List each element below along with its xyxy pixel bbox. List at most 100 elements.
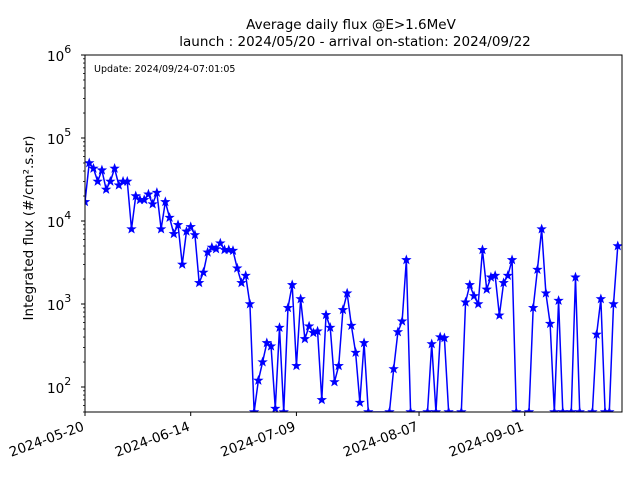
data-point-star	[350, 347, 361, 357]
data-point-star	[227, 245, 239, 256]
data-point-star	[591, 328, 602, 339]
data-point-star	[460, 296, 471, 307]
data-point-star	[240, 270, 251, 281]
data-point-star	[100, 183, 112, 194]
data-point-star	[85, 196, 91, 207]
data-point-star	[181, 225, 192, 236]
data-point-star	[232, 262, 243, 273]
data-point-star	[570, 271, 581, 282]
data-point-star	[202, 246, 213, 257]
data-point-star	[587, 406, 598, 412]
data-point-star	[282, 302, 294, 313]
data-point-star	[527, 302, 539, 313]
data-point-star	[604, 406, 615, 412]
data-point-star	[151, 187, 163, 198]
data-point-star	[295, 293, 306, 304]
data-point-star	[384, 406, 395, 412]
x-tick-label: 2024-09-01	[447, 419, 526, 461]
data-point-star	[210, 243, 222, 254]
data-point-star	[312, 325, 323, 336]
data-point-star	[341, 287, 353, 298]
data-point-star	[536, 223, 547, 234]
data-point-star	[456, 406, 467, 412]
data-point-star	[426, 338, 437, 349]
data-point-star	[405, 406, 416, 412]
data-point-star	[549, 406, 560, 412]
data-point-star	[388, 363, 399, 374]
data-point-star	[248, 406, 260, 412]
data-point-star	[189, 229, 201, 240]
data-point-star	[164, 212, 175, 222]
data-point-star	[430, 406, 442, 412]
data-point-star	[553, 295, 564, 306]
data-point-star	[270, 403, 281, 412]
chart-title-line2: launch : 2024/05/20 - arrival on-station…	[179, 34, 531, 50]
x-tick-label: 2024-08-07	[341, 419, 420, 461]
data-point-star	[172, 219, 184, 230]
data-point-star	[468, 290, 480, 301]
data-point-star	[303, 320, 315, 331]
data-point-star	[346, 320, 357, 330]
x-tick-label: 2024-06-14	[113, 419, 192, 461]
update-annotation: Update: 2024/09/24-07:01:05	[94, 64, 235, 75]
data-point-star	[511, 406, 522, 412]
data-point-star	[532, 264, 543, 274]
data-point-star	[544, 318, 556, 329]
data-point-star	[286, 279, 298, 290]
data-point-star	[244, 298, 256, 309]
data-point-star	[130, 190, 141, 201]
data-point-star	[206, 241, 218, 252]
data-point-star	[523, 406, 535, 412]
data-point-star	[498, 277, 509, 288]
data-point-star	[257, 356, 268, 367]
data-point-star	[299, 333, 311, 344]
data-point-star	[215, 237, 226, 248]
data-point-star	[439, 332, 450, 343]
data-point-star	[502, 270, 514, 281]
data-point-star	[274, 322, 285, 333]
data-point-star	[363, 406, 374, 412]
data-point-star	[138, 194, 150, 205]
y-tick-label: 103	[47, 292, 71, 314]
data-point-star	[168, 228, 180, 239]
y-axis-label: Integrated flux (#/cm².s.sr)	[21, 136, 37, 321]
data-point-star	[477, 244, 488, 255]
data-point-star	[236, 277, 247, 288]
data-point-star	[443, 406, 454, 412]
data-point-star	[155, 223, 167, 234]
data-point-star	[329, 376, 340, 387]
data-point-star	[85, 157, 95, 168]
data-point-star	[325, 322, 336, 333]
x-tick-label: 2024-07-09	[219, 419, 298, 461]
data-point-star	[612, 240, 622, 251]
data-point-star	[494, 309, 505, 320]
y-tick-label: 105	[47, 126, 71, 148]
series-0	[85, 157, 622, 412]
data-point-star	[92, 175, 103, 186]
data-point-star	[566, 406, 577, 412]
data-point-star	[574, 406, 585, 412]
data-point-star	[88, 162, 99, 173]
data-point-star	[160, 196, 171, 207]
data-point-star	[473, 298, 484, 309]
data-point-star	[265, 340, 277, 351]
data-point-star	[540, 287, 552, 298]
data-point-star	[143, 188, 154, 199]
y-tick-label: 102	[47, 375, 71, 397]
data-point-star	[193, 277, 205, 288]
data-point-star	[320, 309, 332, 320]
y-tick-label: 106	[47, 43, 71, 65]
data-point-star	[337, 304, 349, 315]
data-point-star	[177, 258, 188, 269]
data-point-star	[358, 337, 370, 348]
data-point-star	[147, 198, 158, 209]
data-point-star	[354, 397, 366, 407]
data-point-star	[557, 406, 569, 412]
data-point-star	[185, 221, 196, 232]
data-point-star	[506, 254, 518, 265]
data-point-star	[198, 266, 209, 277]
data-point-star	[595, 293, 607, 304]
chart-title-line1: Average daily flux @E>1.6MeV	[246, 17, 456, 33]
data-point-star	[396, 315, 408, 326]
data-point-star	[126, 223, 137, 234]
